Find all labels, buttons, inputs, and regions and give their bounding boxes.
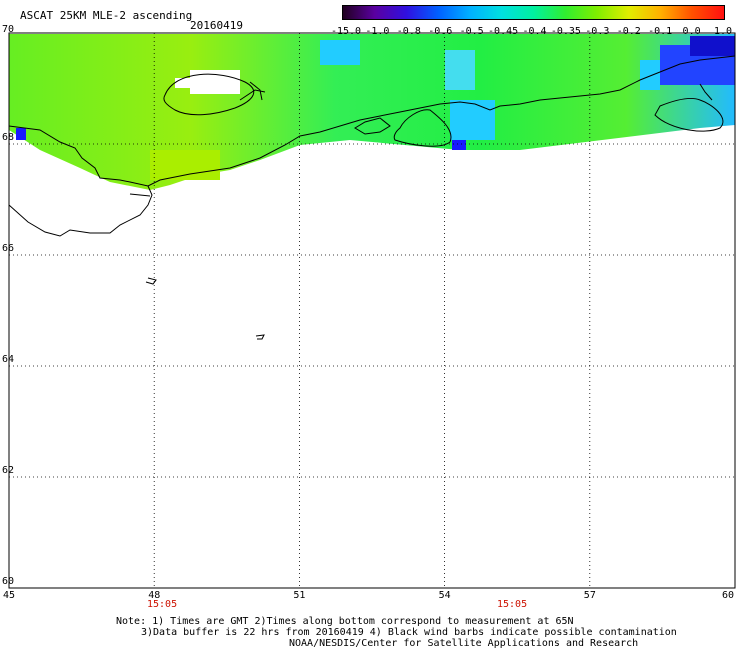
latitude-label: 60 (2, 576, 15, 587)
latitude-label: 62 (2, 465, 15, 476)
coastline (8, 55, 736, 340)
colorbar-labels: -15.0 -1.0 -0.8 -0.6 -0.5 -0.45 -0.4 -0.35 -0.3-… (330, 26, 733, 38)
longitude-label: 60 (722, 590, 735, 601)
latitude-label: 68 (2, 132, 15, 143)
colorbar-label: -15.0 (330, 26, 362, 37)
time-label: 15:05 (147, 599, 178, 610)
colorbar-label: -0.5 (459, 26, 484, 37)
longitude-label: 54 (438, 590, 451, 601)
longitude-label: 48 (148, 590, 161, 601)
latitude-label: 64 (2, 354, 15, 365)
latitude-label: 66 (2, 243, 15, 254)
colorbar (342, 5, 725, 20)
time-label: 15:05 (497, 599, 528, 610)
longitude-label: 57 (583, 590, 596, 601)
product-title: ASCAT 25KM MLE-2 ascending (20, 9, 193, 22)
colorbar-label: -0.45 (488, 26, 519, 37)
colorbar-label: -0.4 (522, 26, 547, 37)
gridlines (9, 33, 735, 588)
note-line-1: Note: 1) Times are GMT 2)Times along bot… (116, 616, 574, 627)
wind-data-swath (9, 34, 735, 190)
colorbar-label: -0.6 (428, 26, 453, 37)
colorbar-label: 1.0 (713, 26, 733, 37)
colorbar-label: -0.1 (648, 26, 673, 37)
colorbar-label: -0.2 (616, 26, 641, 37)
note-line-3: NOAA/NESDIS/Center for Satellite Applica… (289, 638, 639, 649)
colorbar-label: -0.3 (585, 26, 610, 37)
longitude-label: 51 (293, 590, 306, 601)
colorbar-label: 0.0 (682, 26, 701, 37)
map-frame (8, 32, 736, 589)
colorbar-label: -0.35 (550, 26, 581, 37)
latitude-label: 70 (2, 24, 15, 35)
product-date: 20160419 (190, 19, 243, 32)
longitude-label: 45 (3, 590, 16, 601)
colorbar-label: -1.0 (365, 26, 390, 37)
note-line-2: 3)Data buffer is 22 hrs from 20160419 4)… (141, 627, 677, 638)
colorbar-label: -0.8 (396, 26, 421, 37)
